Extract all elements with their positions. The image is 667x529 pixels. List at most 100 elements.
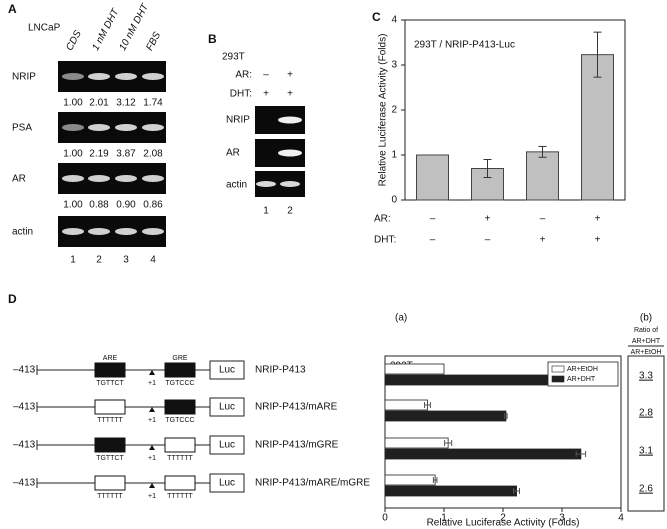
condition-sign: + xyxy=(595,235,601,246)
y-tick-label: 1 xyxy=(391,150,397,161)
bar xyxy=(581,54,614,201)
start-position: –413 xyxy=(13,402,36,413)
are-box xyxy=(94,399,126,415)
row-label: AR xyxy=(12,174,26,185)
condition-sign: – xyxy=(430,214,436,225)
ratio-panel-label: (b) xyxy=(640,313,652,324)
reporter-box xyxy=(209,473,245,493)
ratio: 0.86 xyxy=(143,200,163,211)
panel-label: A xyxy=(8,2,17,16)
x-tick-label: 4 xyxy=(618,513,624,524)
construct-name: NRIP-P413/mARE/mGRE xyxy=(255,478,370,489)
panel-label: B xyxy=(208,32,217,46)
gre-box xyxy=(164,475,196,491)
are-sequence: TGTTCT xyxy=(96,380,124,387)
bar xyxy=(384,363,445,375)
condition-label: AR: xyxy=(374,214,391,225)
element-label: ARE xyxy=(103,355,118,362)
band xyxy=(115,124,137,131)
cell-line: 293T xyxy=(222,52,245,63)
ratio: 2.19 xyxy=(89,149,109,160)
x-tick-label: 2 xyxy=(500,513,506,524)
band xyxy=(115,175,137,182)
cell-line: LNCaP xyxy=(28,23,61,34)
row-label: actin xyxy=(12,227,33,238)
band xyxy=(280,181,300,187)
band xyxy=(115,228,137,235)
construct-name: NRIP-P413/mARE xyxy=(255,402,338,413)
bar xyxy=(384,399,428,411)
condition-label: AR: xyxy=(235,70,252,81)
row-label: NRIP xyxy=(12,72,36,83)
y-tick-label: 2 xyxy=(391,105,397,116)
bar xyxy=(384,485,517,497)
y-tick-label: 0 xyxy=(391,195,397,206)
tss-marker xyxy=(149,483,155,488)
band xyxy=(278,116,302,124)
ratio-value: 3.3 xyxy=(639,371,653,382)
construct-name: NRIP-P413 xyxy=(255,365,306,376)
reporter-box xyxy=(209,397,245,417)
condition-label: DHT: xyxy=(374,235,396,246)
ratio: 3.87 xyxy=(116,149,136,160)
lane-number: 1 xyxy=(70,255,76,266)
y-tick-label: 3 xyxy=(391,60,397,71)
tss-label: +1 xyxy=(148,493,156,500)
ratio: 0.88 xyxy=(89,200,109,211)
gre-box xyxy=(164,437,196,453)
condition-sign: – xyxy=(430,235,436,246)
tss-label: +1 xyxy=(148,380,156,387)
row-label: AR xyxy=(226,148,240,159)
are-box xyxy=(94,362,126,378)
legend-swatch xyxy=(551,365,565,373)
row-label: actin xyxy=(226,180,247,191)
ratio: 1.00 xyxy=(63,200,83,211)
ratio: 0.90 xyxy=(116,200,136,211)
lane-header: CDS xyxy=(64,29,84,53)
lane-number: 2 xyxy=(287,206,293,217)
band xyxy=(62,73,84,80)
row-label: NRIP xyxy=(226,115,250,126)
are-sequence: TTTTTT xyxy=(97,493,123,500)
x-axis-label: Relative Luciferase Activity (Folds) xyxy=(427,518,580,529)
tss-marker xyxy=(149,407,155,412)
ratio-denominator: AR+EtOH xyxy=(631,349,662,356)
gre-sequence: TGTCCC xyxy=(165,417,194,424)
ratio: 2.08 xyxy=(143,149,163,160)
band xyxy=(256,181,276,187)
band xyxy=(278,149,302,157)
x-tick-label: 3 xyxy=(559,513,565,524)
reporter-box xyxy=(209,435,245,455)
x-tick-label: 1 xyxy=(441,513,447,524)
condition-sign: + xyxy=(263,89,269,100)
are-sequence: TGTTCT xyxy=(96,455,124,462)
ratio-value: 3.1 xyxy=(639,446,653,457)
band xyxy=(62,175,84,182)
start-position: –413 xyxy=(13,440,36,451)
condition-sign: – xyxy=(485,235,491,246)
gre-sequence: TGTCCC xyxy=(165,380,194,387)
are-box xyxy=(94,475,126,491)
condition-sign: + xyxy=(540,235,546,246)
reporter-box xyxy=(209,360,245,380)
ratio-value: 2.8 xyxy=(639,408,653,419)
band xyxy=(62,124,84,131)
panel-label: (a) xyxy=(395,313,407,324)
lane-number: 2 xyxy=(96,255,102,266)
condition-sign: – xyxy=(540,214,546,225)
band xyxy=(88,124,110,131)
ratio: 1.00 xyxy=(63,98,83,109)
bar xyxy=(416,154,449,201)
bar xyxy=(384,448,582,460)
condition-sign: + xyxy=(485,214,491,225)
tss-marker xyxy=(149,370,155,375)
condition-sign: + xyxy=(287,70,293,81)
band xyxy=(88,73,110,80)
ratio-header: Ratio of xyxy=(634,327,658,334)
start-position: –413 xyxy=(13,365,36,376)
lane-header: FBS xyxy=(144,30,163,53)
bar xyxy=(384,410,507,422)
x-tick-label: 0 xyxy=(382,513,388,524)
y-tick-label: 4 xyxy=(391,15,397,26)
lane-number: 4 xyxy=(150,255,156,266)
